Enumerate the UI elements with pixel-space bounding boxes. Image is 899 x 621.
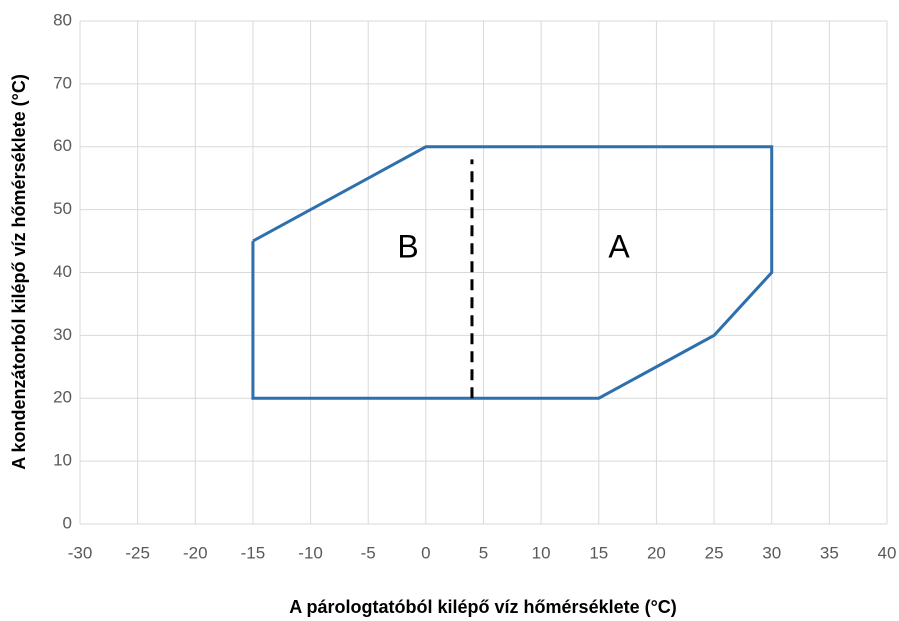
- x-tick-label: 40: [878, 543, 897, 562]
- x-tick-label: 15: [589, 543, 608, 562]
- y-tick-label: 80: [53, 10, 72, 29]
- y-axis-title: A kondenzátorból kilépő víz hőmérséklete…: [9, 74, 29, 470]
- x-tick-label: 0: [421, 543, 430, 562]
- y-tick-label: 0: [63, 513, 72, 532]
- y-tick-label: 40: [53, 262, 72, 281]
- x-tick-label: -15: [241, 543, 266, 562]
- x-axis-title: A párologtatóból kilépő víz hőmérséklete…: [289, 597, 677, 617]
- y-tick-label: 10: [53, 451, 72, 470]
- y-tick-label: 60: [53, 136, 72, 155]
- annotation: B: [397, 228, 418, 264]
- y-tick-label: 20: [53, 388, 72, 407]
- x-tick-label: 10: [532, 543, 551, 562]
- x-tick-label: 20: [647, 543, 666, 562]
- y-tick-label: 50: [53, 199, 72, 218]
- envelope-line: [251, 145, 774, 400]
- x-tick-label: -10: [298, 543, 323, 562]
- x-tick-label: -5: [361, 543, 376, 562]
- annotation: A: [608, 228, 630, 264]
- x-tick-label: 5: [479, 543, 488, 562]
- x-tick-label: 25: [705, 543, 724, 562]
- x-tick-label: -25: [125, 543, 150, 562]
- y-tick-label: 30: [53, 325, 72, 344]
- x-tick-label: 35: [820, 543, 839, 562]
- x-tick-label: 30: [762, 543, 781, 562]
- x-tick-label: -20: [183, 543, 208, 562]
- x-tick-label: -30: [68, 543, 93, 562]
- y-tick-label: 70: [53, 73, 72, 92]
